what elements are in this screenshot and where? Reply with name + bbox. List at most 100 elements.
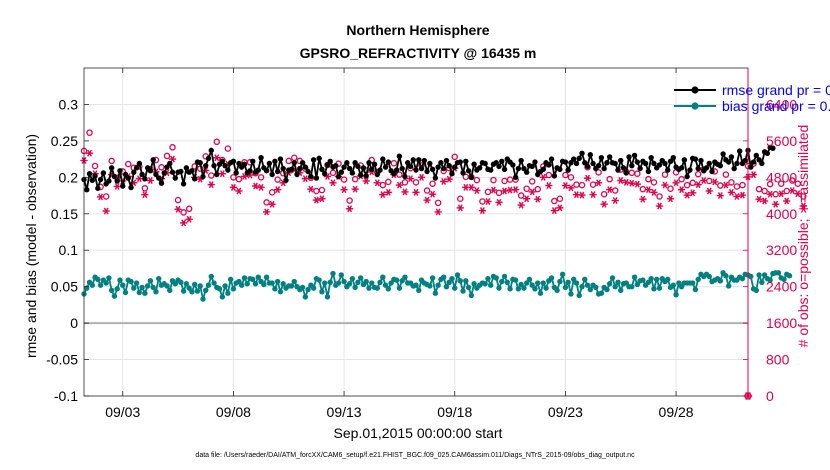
asterisk-stroke bbox=[441, 177, 447, 185]
obs-assimilated-point bbox=[661, 181, 669, 189]
obs-assimilated-point bbox=[429, 190, 437, 198]
series-rmse-point bbox=[106, 178, 112, 184]
legend-rmse-label: rmse grand pr = 0.21305 bbox=[722, 82, 830, 98]
series-bias-point bbox=[277, 289, 284, 295]
series-obs-possible bbox=[80, 129, 807, 216]
series-rmse-point bbox=[584, 163, 591, 170]
obs-possible-point bbox=[689, 179, 696, 187]
series-bias-point bbox=[786, 273, 793, 279]
series-bias-point bbox=[108, 287, 115, 294]
series-bias-point bbox=[114, 286, 120, 292]
asterisk-stroke bbox=[518, 201, 524, 209]
legend-bias-label: bias grand pr = 0.055191 bbox=[722, 98, 830, 114]
series-bias-point bbox=[689, 280, 696, 286]
series-rmse-point bbox=[272, 158, 278, 164]
series-bias-point bbox=[244, 281, 250, 287]
series-rmse-point bbox=[604, 160, 610, 166]
obs-assimilated-point bbox=[484, 197, 492, 205]
series-rmse-point bbox=[111, 173, 118, 180]
series-rmse-point bbox=[396, 153, 403, 159]
series-bias-point bbox=[463, 278, 469, 284]
obs-assimilated-point bbox=[395, 181, 403, 189]
series-rmse-point bbox=[247, 168, 253, 174]
asterisk-stroke bbox=[701, 177, 707, 185]
obs-assimilated-point bbox=[644, 186, 652, 194]
asterisk-stroke bbox=[402, 188, 408, 196]
obs-possible-point bbox=[473, 176, 481, 184]
series-rmse-point bbox=[341, 164, 347, 170]
asterisk-stroke bbox=[408, 175, 413, 183]
series-bias-point bbox=[380, 274, 386, 280]
obs-assimilated-point bbox=[512, 186, 520, 194]
obs-possible-point bbox=[329, 169, 337, 177]
series-rmse-point bbox=[465, 168, 472, 174]
series-bias-point bbox=[493, 275, 499, 281]
series-rmse-point bbox=[156, 175, 162, 181]
series-bias-point bbox=[739, 275, 746, 282]
series-bias-point bbox=[526, 276, 533, 283]
series-rmse-point bbox=[297, 165, 303, 172]
series-bias-point bbox=[540, 280, 546, 286]
series-rmse-point bbox=[393, 167, 400, 173]
series-rmse-point bbox=[357, 172, 364, 178]
obs-assimilated-point bbox=[185, 215, 193, 223]
series-rmse-point bbox=[86, 170, 93, 177]
asterisk-stroke bbox=[585, 174, 590, 182]
series-bias-point bbox=[288, 283, 295, 289]
series-bias-point bbox=[648, 275, 654, 282]
obs-possible-point bbox=[390, 159, 398, 167]
series-rmse-point bbox=[418, 165, 425, 172]
asterisk-stroke bbox=[778, 190, 784, 198]
series-bias-point bbox=[139, 284, 145, 291]
series-rmse-point bbox=[114, 178, 120, 184]
series-rmse-point bbox=[203, 162, 209, 169]
asterisk-stroke bbox=[789, 187, 795, 195]
series-rmse-point bbox=[720, 151, 726, 157]
series-rmse-point bbox=[280, 165, 286, 172]
series-rmse-point bbox=[471, 161, 477, 167]
y-left-tick-label: -0.1 bbox=[54, 388, 78, 404]
series-rmse-point bbox=[319, 166, 325, 173]
series-bias-point bbox=[84, 285, 90, 291]
series-rmse-point bbox=[562, 159, 569, 165]
asterisk-stroke bbox=[673, 179, 679, 187]
asterisk-stroke bbox=[756, 195, 762, 203]
obs-possible-point bbox=[611, 187, 619, 194]
obs-assimilated-point bbox=[401, 188, 409, 196]
series-rmse-point bbox=[753, 152, 759, 159]
obs-assimilated-point bbox=[705, 187, 713, 195]
obs-assimilated-point bbox=[589, 191, 597, 199]
asterisk-stroke bbox=[568, 184, 574, 192]
asterisk-stroke bbox=[103, 207, 109, 215]
series-bias-point bbox=[432, 290, 439, 296]
obs-possible-point bbox=[412, 179, 420, 186]
series-bias-point bbox=[164, 283, 170, 289]
series-bias-point bbox=[568, 291, 574, 297]
asterisk-stroke bbox=[623, 178, 629, 186]
series-rmse-point bbox=[374, 171, 380, 178]
obs-possible-point bbox=[423, 187, 431, 194]
series-bias-point bbox=[97, 282, 104, 288]
obs-assimilated-point bbox=[434, 208, 442, 216]
series-rmse-point bbox=[598, 154, 605, 161]
obs-possible-point bbox=[401, 179, 409, 186]
asterisk-stroke bbox=[463, 183, 469, 191]
series-bias-point bbox=[322, 280, 328, 286]
series-bias-point bbox=[111, 293, 118, 299]
series-rmse-point bbox=[618, 157, 624, 164]
series-rmse-point bbox=[313, 175, 320, 181]
obs-assimilated-point bbox=[672, 179, 680, 187]
series-rmse-point bbox=[501, 166, 508, 173]
series-bias-point bbox=[305, 286, 311, 293]
series-bias-point bbox=[532, 286, 538, 292]
series-bias-point bbox=[200, 296, 206, 302]
obs-possible-point bbox=[340, 176, 348, 183]
asterisk-stroke bbox=[668, 195, 673, 203]
obs-possible-point bbox=[722, 171, 730, 178]
obs-assimilated-point bbox=[556, 204, 564, 212]
series-bias-point bbox=[349, 275, 356, 282]
asterisk-stroke bbox=[762, 197, 768, 205]
series-bias-point bbox=[319, 289, 325, 295]
obs-possible-point bbox=[185, 205, 193, 213]
